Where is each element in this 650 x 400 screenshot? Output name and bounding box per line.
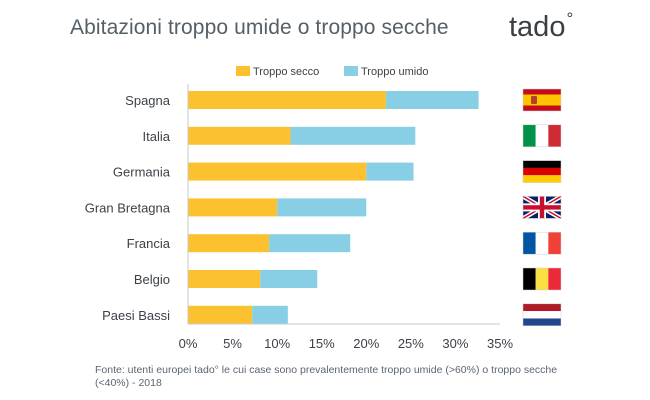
bar-secco (188, 126, 291, 145)
x-tick-label: 15% (309, 336, 335, 351)
x-tick-label: 5% (223, 336, 242, 351)
x-tick-label: 35% (487, 336, 513, 351)
category-label: Paesi Bassi (102, 308, 170, 323)
logo-mark: ° (566, 9, 574, 28)
source-note: Fonte: utenti europei tado° le cui case … (95, 364, 558, 389)
category-label: Francia (127, 236, 171, 251)
legend-label-1: Troppo umido (361, 66, 428, 78)
x-tick-label: 0% (179, 336, 198, 351)
category-label: Belgio (134, 272, 170, 287)
x-tick-label: 30% (442, 336, 468, 351)
bar-secco (188, 162, 367, 181)
bar-secco (188, 91, 386, 109)
chart-title: Abitazioni troppo umide o troppo secche (70, 16, 449, 39)
france-flag (522, 231, 562, 255)
bar-umido (252, 305, 288, 324)
bars: Spagna Italia Germania Gran Bretagna Francia… (85, 91, 479, 324)
legend-swatch-0 (236, 66, 250, 76)
legend-label-0: Troppo secco (253, 66, 319, 78)
belgium-flag (522, 267, 562, 291)
italy-flag (522, 124, 562, 148)
bar-umido (366, 162, 414, 181)
x-axis: 0% 5% 10% 15% 20% 25% 30% 35% (179, 84, 513, 351)
category-label: Gran Bretagna (85, 200, 171, 215)
bar-secco (188, 234, 270, 253)
x-tick-label: 25% (398, 336, 424, 351)
spain-flag (522, 88, 562, 112)
category-label: Italia (143, 129, 171, 144)
bar-umido (385, 91, 479, 109)
bar-secco (188, 270, 261, 288)
logo-text: tado (509, 11, 566, 43)
bar-umido (290, 126, 416, 145)
category-label: Spagna (125, 93, 171, 108)
bar-secco (188, 305, 253, 324)
tado-logo: tado° (509, 9, 573, 44)
legend: Troppo secco Troppo umido (236, 66, 428, 78)
bar-umido (260, 270, 318, 288)
bar-umido (277, 198, 367, 217)
germany-flag (522, 160, 562, 183)
flags (521, 88, 563, 327)
uk-flag (521, 194, 563, 221)
bar-umido (269, 234, 351, 253)
category-label: Germania (113, 165, 171, 180)
bar-secco (188, 198, 278, 217)
x-tick-label: 10% (264, 336, 290, 351)
x-tick-label: 20% (353, 336, 379, 351)
legend-swatch-1 (344, 66, 358, 76)
netherlands-flag (522, 303, 562, 327)
